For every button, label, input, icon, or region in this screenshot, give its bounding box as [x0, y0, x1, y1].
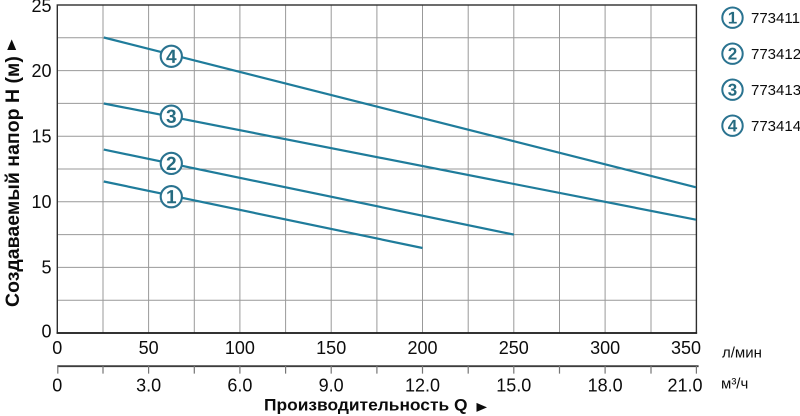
svg-text:250: 250: [499, 338, 529, 358]
svg-text:5: 5: [41, 258, 51, 278]
svg-text:50: 50: [139, 338, 159, 358]
svg-text:12.0: 12.0: [405, 376, 440, 396]
svg-text:15.0: 15.0: [496, 376, 531, 396]
svg-text:300: 300: [590, 338, 620, 358]
svg-text:773411: 773411: [751, 10, 800, 27]
svg-text:10: 10: [31, 192, 51, 212]
svg-text:л/мин: л/мин: [722, 345, 762, 362]
svg-text:6.0: 6.0: [227, 376, 252, 396]
svg-text:100: 100: [225, 338, 255, 358]
svg-text:18.0: 18.0: [588, 376, 623, 396]
svg-text:25: 25: [31, 0, 51, 16]
svg-text:20: 20: [31, 61, 51, 81]
svg-text:773414: 773414: [751, 118, 800, 135]
svg-text:м³/ч: м³/ч: [721, 376, 748, 393]
svg-text:200: 200: [407, 338, 437, 358]
svg-text:350: 350: [671, 338, 701, 358]
svg-text:773412: 773412: [751, 46, 800, 63]
svg-text:150: 150: [316, 338, 346, 358]
svg-text:Создаваемый напор H (м): Создаваемый напор H (м): [2, 56, 24, 307]
svg-text:9.0: 9.0: [319, 376, 344, 396]
svg-text:0: 0: [41, 322, 51, 342]
svg-text:0: 0: [52, 376, 62, 396]
svg-text:21.0: 21.0: [667, 376, 702, 396]
svg-text:0: 0: [52, 338, 62, 358]
svg-text:Производительность Q: Производительность Q: [264, 396, 468, 415]
svg-text:3.0: 3.0: [136, 376, 161, 396]
svg-text:15: 15: [31, 127, 51, 147]
svg-text:773413: 773413: [751, 82, 800, 99]
